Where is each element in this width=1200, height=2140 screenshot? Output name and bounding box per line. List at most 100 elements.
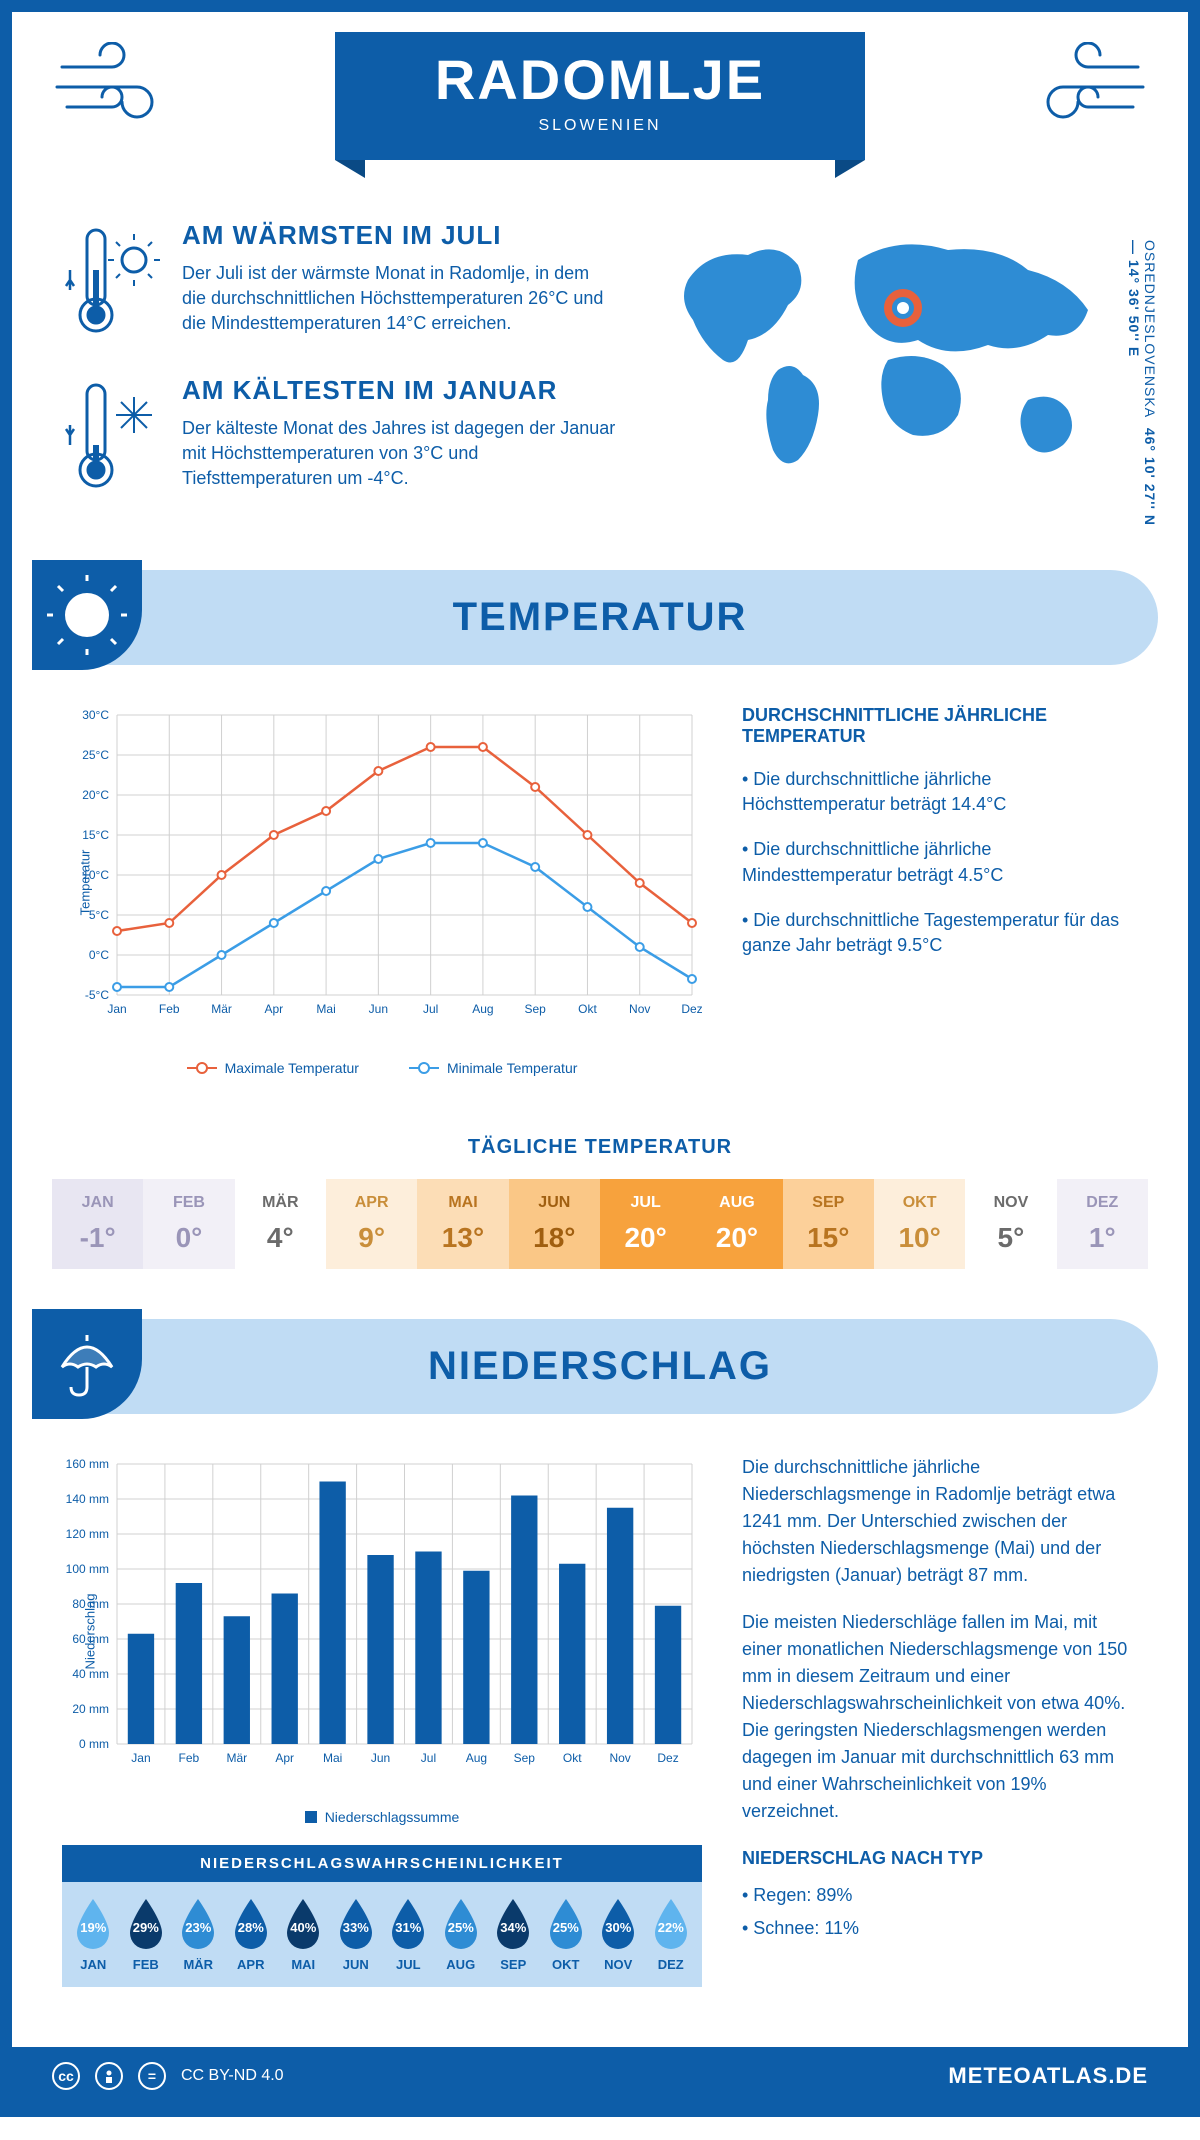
probability-cell: 34% SEP xyxy=(487,1897,540,1972)
wind-icon xyxy=(52,42,182,137)
nd-icon: = xyxy=(138,2062,166,2090)
probability-row: 19% JAN 29% FEB 23% MÄR 28% APR 40% MAI xyxy=(62,1882,702,1987)
svg-text:Jan: Jan xyxy=(131,1751,150,1765)
svg-text:15°C: 15°C xyxy=(82,828,109,842)
precip-type-title: NIEDERSCHLAG NACH TYP xyxy=(742,1845,1138,1872)
thermometer-cold-icon xyxy=(62,375,162,500)
by-icon xyxy=(95,2062,123,2090)
svg-text:Mär: Mär xyxy=(226,1751,247,1765)
svg-text:Mär: Mär xyxy=(211,1002,232,1016)
precipitation-title: NIEDERSCHLAG xyxy=(42,1344,1158,1389)
legend-max: Maximale Temperatur xyxy=(225,1060,359,1076)
legend-min: Minimale Temperatur xyxy=(447,1060,577,1076)
svg-text:Apr: Apr xyxy=(275,1751,294,1765)
brand: METEOATLAS.DE xyxy=(948,2063,1148,2089)
warmest-block: AM WÄRMSTEN IM JULI Der Juli ist der wär… xyxy=(62,220,618,345)
daily-cell: NOV5° xyxy=(965,1179,1056,1269)
probability-cell: 23% MÄR xyxy=(172,1897,225,1972)
probability-cell: 28% APR xyxy=(225,1897,278,1972)
probability-cell: 31% JUL xyxy=(382,1897,435,1972)
svg-text:Apr: Apr xyxy=(264,1002,283,1016)
probability-cell: 30% NOV xyxy=(592,1897,645,1972)
coldest-title: AM KÄLTESTEN IM JANUAR xyxy=(182,375,618,406)
daily-cell: JUL20° xyxy=(600,1179,691,1269)
svg-text:20°C: 20°C xyxy=(82,788,109,802)
svg-text:25°C: 25°C xyxy=(82,748,109,762)
daily-cell: FEB0° xyxy=(143,1179,234,1269)
info-section: AM WÄRMSTEN IM JULI Der Juli ist der wär… xyxy=(12,200,1188,570)
svg-text:100 mm: 100 mm xyxy=(66,1562,109,1576)
svg-text:0 mm: 0 mm xyxy=(79,1737,109,1751)
svg-text:30°C: 30°C xyxy=(82,708,109,722)
svg-text:120 mm: 120 mm xyxy=(66,1527,109,1541)
temp-ylabel: Temperatur xyxy=(77,850,92,916)
header-banner: RADOMLJE SLOWENIEN xyxy=(335,32,865,160)
cc-icon: cc xyxy=(52,2062,80,2090)
daily-cell: MAI13° xyxy=(417,1179,508,1269)
footer: cc = CC BY-ND 4.0 METEOATLAS.DE xyxy=(12,2047,1188,2105)
daily-cell: DEZ1° xyxy=(1057,1179,1148,1269)
daily-cell: SEP15° xyxy=(783,1179,874,1269)
svg-text:Mai: Mai xyxy=(316,1002,335,1016)
header: RADOMLJE SLOWENIEN xyxy=(12,12,1188,200)
daily-temp-table: JAN-1°FEB0°MÄR4°APR9°MAI13°JUN18°JUL20°A… xyxy=(52,1179,1148,1269)
daily-cell: JAN-1° xyxy=(52,1179,143,1269)
license-text: CC BY-ND 4.0 xyxy=(181,2067,284,2085)
temp-summary-item: • Die durchschnittliche Tagestemperatur … xyxy=(742,908,1138,958)
svg-text:-5°C: -5°C xyxy=(85,988,109,1002)
svg-text:Okt: Okt xyxy=(563,1751,582,1765)
probability-cell: 19% JAN xyxy=(67,1897,120,1972)
precip-legend-label: Niederschlagssumme xyxy=(325,1809,460,1825)
wind-icon xyxy=(1018,42,1148,137)
svg-text:Nov: Nov xyxy=(629,1002,650,1016)
svg-text:Aug: Aug xyxy=(466,1751,487,1765)
temp-legend: Maximale Temperatur Minimale Temperatur xyxy=(62,1060,702,1076)
svg-text:0°C: 0°C xyxy=(89,948,109,962)
precipitation-content: Niederschlag 0 mm20 mm40 mm60 mm80 mm100… xyxy=(12,1414,1188,2017)
country-subtitle: SLOWENIEN xyxy=(435,117,765,135)
daily-cell: OKT10° xyxy=(874,1179,965,1269)
world-map: OSREDNJESLOVENSKA 46° 10' 27'' N — 14° 3… xyxy=(658,220,1138,530)
svg-text:Jul: Jul xyxy=(421,1751,436,1765)
temp-summary-item: • Die durchschnittliche jährliche Höchst… xyxy=(742,767,1138,817)
svg-text:Jun: Jun xyxy=(369,1002,388,1016)
svg-text:Jul: Jul xyxy=(423,1002,438,1016)
city-title: RADOMLJE xyxy=(435,47,765,112)
coordinates: OSREDNJESLOVENSKA 46° 10' 27'' N — 14° 3… xyxy=(1126,240,1158,530)
precipitation-section-header: NIEDERSCHLAG xyxy=(42,1319,1158,1414)
probability-cell: 25% OKT xyxy=(540,1897,593,1972)
temperature-summary: DURCHSCHNITTLICHE JÄHRLICHE TEMPERATUR •… xyxy=(742,705,1138,1076)
svg-text:Sep: Sep xyxy=(525,1002,547,1016)
daily-cell: JUN18° xyxy=(509,1179,600,1269)
temperature-title: TEMPERATUR xyxy=(42,595,1158,640)
coldest-block: AM KÄLTESTEN IM JANUAR Der kälteste Mona… xyxy=(62,375,618,500)
daily-temp-title: TÄGLICHE TEMPERATUR xyxy=(12,1136,1188,1159)
temperature-section-header: TEMPERATUR xyxy=(42,570,1158,665)
svg-text:Jun: Jun xyxy=(371,1751,390,1765)
temperature-line-chart: Temperatur -5°C0°C5°C10°C15°C20°C25°C30°… xyxy=(62,705,702,1045)
svg-text:Dez: Dez xyxy=(657,1751,678,1765)
daily-cell: MÄR4° xyxy=(235,1179,326,1269)
umbrella-icon xyxy=(32,1309,142,1419)
precip-type-item: • Regen: 89% xyxy=(742,1882,1138,1909)
probability-cell: 22% DEZ xyxy=(645,1897,698,1972)
precip-type-item: • Schnee: 11% xyxy=(742,1915,1138,1942)
sun-icon xyxy=(32,560,142,670)
precip-text-1: Die durchschnittliche jährliche Niedersc… xyxy=(742,1454,1138,1589)
precip-text-2: Die meisten Niederschläge fallen im Mai,… xyxy=(742,1609,1138,1825)
svg-text:Mai: Mai xyxy=(323,1751,342,1765)
svg-text:140 mm: 140 mm xyxy=(66,1492,109,1506)
warmest-title: AM WÄRMSTEN IM JULI xyxy=(182,220,618,251)
warmest-text: Der Juli ist der wärmste Monat in Radoml… xyxy=(182,261,618,337)
probability-cell: 29% FEB xyxy=(120,1897,173,1972)
temperature-content: Temperatur -5°C0°C5°C10°C15°C20°C25°C30°… xyxy=(12,665,1188,1116)
svg-text:Aug: Aug xyxy=(472,1002,493,1016)
temp-summary-item: • Die durchschnittliche jährliche Mindes… xyxy=(742,837,1138,887)
precipitation-bar-chart: Niederschlag 0 mm20 mm40 mm60 mm80 mm100… xyxy=(62,1454,702,1794)
svg-text:Feb: Feb xyxy=(159,1002,180,1016)
precip-legend: Niederschlagssumme xyxy=(62,1809,702,1825)
svg-text:160 mm: 160 mm xyxy=(66,1457,109,1471)
svg-text:Sep: Sep xyxy=(514,1751,536,1765)
probability-cell: 40% MAI xyxy=(277,1897,330,1972)
daily-cell: APR9° xyxy=(326,1179,417,1269)
